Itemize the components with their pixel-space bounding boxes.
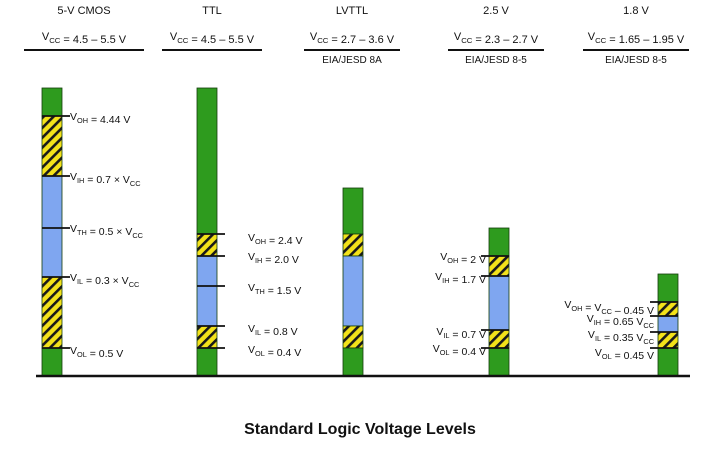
supply-range: VCC = 4.5 – 5.5 V (42, 31, 127, 46)
level-label-ih: VIH = 0.65 VCC (587, 313, 655, 330)
family-header-3: 2.5 V VCC = 2.3 – 2.7 V EIA/JESD 8-5 (448, 5, 544, 66)
supply-range: VCC = 2.7 – 3.6 V (310, 31, 395, 46)
jedec-standard: EIA/JESD 8A (322, 55, 382, 66)
high-transition-region (488, 255, 510, 277)
threshold-region (196, 255, 218, 327)
level-label-ol: VOL = 0.4 V (248, 344, 301, 359)
supply-range: VCC = 2.3 – 2.7 V (454, 31, 539, 46)
level-label-il: VIL = 0.8 V (248, 323, 298, 338)
threshold-region (488, 275, 510, 331)
logic-low-region (657, 347, 679, 377)
threshold-region (657, 315, 679, 333)
level-label-il: VIL = 0.7 V (436, 326, 486, 341)
jedec-standard: EIA/JESD 8-5 (465, 55, 527, 66)
level-label-ih: VIH = 0.7 × VCC (70, 171, 141, 188)
high-transition-region (657, 301, 679, 317)
family-name: LVTTL (336, 5, 368, 17)
logic-low-region (342, 347, 364, 377)
family-header-0: 5-V CMOS VCC = 4.5 – 5.5 V (24, 5, 144, 51)
level-labels: VOH = 4.44 V VIH = 0.7 × VCC VTH = 0.5 × V… (42, 111, 678, 362)
logic-high-region (342, 187, 364, 235)
level-label-ih: VIH = 2.0 V (248, 251, 299, 266)
level-label-th: VTH = 1.5 V (248, 282, 301, 297)
level-label-ol: VOL = 0.4 V (433, 343, 486, 358)
low-transition-region (41, 276, 63, 349)
low-transition-region (488, 329, 510, 349)
level-label-th: VTH = 0.5 × VCC (70, 223, 144, 240)
family-header-1: TTL VCC = 4.5 – 5.5 V (162, 5, 262, 51)
family-name: 5-V CMOS (57, 5, 110, 17)
family-header-4: 1.8 V VCC = 1.65 – 1.95 V EIA/JESD 8-5 (583, 5, 689, 66)
family-header-2: LVTTL VCC = 2.7 – 3.6 V EIA/JESD 8A (304, 5, 400, 66)
logic-low-region (41, 347, 63, 377)
level-label-il: VIL = 0.35 VCC (588, 329, 655, 346)
logic-high-region (41, 87, 63, 117)
family-headers: 5-V CMOS VCC = 4.5 – 5.5 V TTL VCC = 4.5 – … (24, 5, 689, 66)
bar-1 (196, 87, 218, 377)
jedec-standard: EIA/JESD 8-5 (605, 55, 667, 66)
voltage-bars (41, 87, 679, 377)
level-label-oh: VOH = 2.4 V (248, 232, 303, 247)
supply-range: VCC = 4.5 – 5.5 V (170, 31, 255, 46)
level-label-il: VIL = 0.3 × VCC (70, 272, 140, 289)
bar-4 (657, 273, 679, 377)
bar-3 (488, 227, 510, 377)
high-transition-region (196, 233, 218, 257)
level-label-oh: VOH = 4.44 V (70, 111, 130, 126)
family-name: TTL (202, 5, 222, 17)
low-transition-region (342, 325, 364, 349)
logic-high-region (196, 87, 218, 235)
logic-low-region (488, 347, 510, 377)
low-transition-region (196, 325, 218, 349)
diagram-title: Standard Logic Voltage Levels (244, 421, 476, 438)
bar-0 (41, 87, 63, 377)
logic-low-region (196, 347, 218, 377)
logic-high-region (488, 227, 510, 257)
threshold-region (41, 175, 63, 278)
logic-high-region (657, 273, 679, 303)
level-label-ol: VOL = 0.45 V (595, 347, 654, 362)
level-label-oh: VOH = VCC – 0.45 V (564, 299, 654, 317)
threshold-region (342, 255, 364, 327)
level-label-ih: VIH = 1.7 V (435, 271, 486, 286)
bar-2 (342, 187, 364, 377)
level-label-ol: VOL = 0.5 V (70, 345, 123, 360)
supply-range: VCC = 1.65 – 1.95 V (588, 31, 685, 46)
low-transition-region (657, 331, 679, 349)
family-name: 1.8 V (623, 5, 649, 17)
high-transition-region (41, 115, 63, 177)
family-name: 2.5 V (483, 5, 509, 17)
high-transition-region (342, 233, 364, 257)
level-label-oh: VOH = 2 V (440, 251, 486, 266)
